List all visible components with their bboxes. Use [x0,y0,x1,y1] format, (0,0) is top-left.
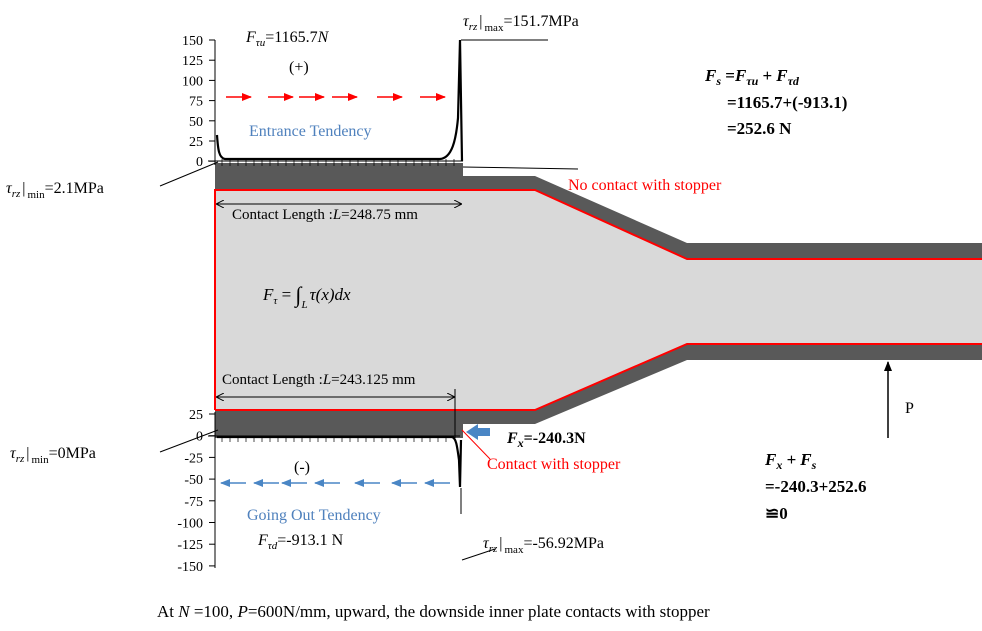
entrance-tendency: Entrance Tendency [249,123,372,140]
top-min-label: τrz | min=2.1MPa [6,180,104,201]
contact-length-top: Contact Length :L=248.75 mm [232,207,418,223]
stopper-leader [461,429,491,460]
lower-outer-plate [215,344,982,438]
svg-text:=252.6 N: =252.6 N [727,119,792,138]
contact-label: Contact with stopper [487,456,621,473]
top-force-label: Fτu=1165.7N [245,29,330,49]
upper-outer-plate [215,163,982,259]
top-y-tick-label: 0 [196,155,203,170]
top-min-leader [159,161,219,187]
top-y-ticks: 150 125 100 75 50 25 0 [182,34,215,170]
inner-plate [215,190,982,410]
fs-equation: Fs =Fτu + Fτd =1165.7+(-913.1) =252.6 N [704,66,847,138]
top-right-leader [462,166,579,170]
top-sign: (+) [289,59,309,76]
top-distribution-hatch [221,159,455,166]
bottom-min-label: τrz | min=0MPa [10,445,96,466]
bottom-y-tick-label: -25 [184,451,203,466]
no-contact-label: No contact with stopper [568,177,722,194]
bottom-max-label: τrz | max=-56.92MPa [483,535,604,556]
caption: At N =100, P=600N/mm, upward, the downsi… [157,602,710,621]
top-shear-curve [215,39,464,162]
top-y-tick-label: 25 [189,135,203,150]
bottom-shear-chart: 250-25-50-75-100-125-150 [159,408,496,575]
plate-structure [214,163,982,438]
going-out-tendency: Going Out Tendency [247,507,381,524]
top-y-tick-label: 100 [182,74,203,89]
bottom-shear-curve [217,435,463,488]
top-y-tick-label: 125 [182,54,203,69]
top-shear-chart: 150 125 100 75 50 25 0 [182,34,579,170]
top-y-tick-label: 50 [189,115,203,130]
svg-text:=-240.3+252.6: =-240.3+252.6 [765,477,867,496]
svg-text:=1165.7+(-913.1): =1165.7+(-913.1) [727,93,847,112]
bottom-y-tick-label: -125 [177,538,203,553]
bottom-y-tick-label: -75 [184,495,203,510]
integral-formula: Fτ = ∫Lτ(x)dx [262,282,351,311]
fx-label: Fx=-240.3N [506,430,586,450]
bottom-sign: (-) [294,459,310,476]
contact-length-bottom: Contact Length :L=243.125 mm [222,372,416,388]
bottom-force-label: Fτd=-913.1 N [257,532,344,552]
top-max-label: τrz | max=151.7MPa [463,13,579,34]
svg-text:Fs =Fτu +Fτd: Fs =Fτu + Fτd [704,66,800,88]
top-y-tick-label: 75 [189,95,203,110]
top-y-tick-label: 150 [182,34,203,49]
bottom-y-tick-label: -50 [184,473,203,488]
svg-text:Fx +Fs: Fx + Fs [764,450,817,472]
contact-outline-bottom [215,343,982,411]
bottom-y-tick-label: 25 [189,408,203,423]
sum-equation: Fx + Fs =-240.3+252.6 ≌0 [764,450,867,523]
bottom-max-leader-diag [461,548,496,561]
p-label: P [905,400,914,417]
fx-arrow [466,424,490,440]
bottom-min-leader [159,429,219,453]
bottom-y-tick-label: -150 [177,560,203,575]
bottom-y-tick-label: -100 [177,517,203,532]
svg-text:≌0: ≌0 [765,504,788,523]
contact-outline-top [214,189,982,410]
